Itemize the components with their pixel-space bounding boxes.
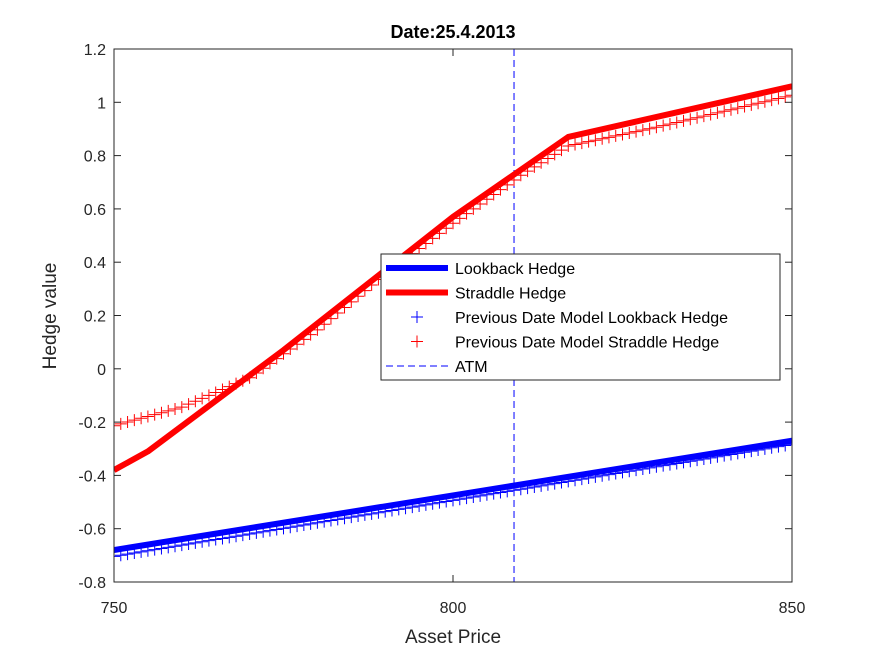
legend-label: Straddle Hedge: [455, 286, 566, 303]
marker-point: [121, 416, 134, 429]
series-line: [114, 437, 792, 553]
marker-point: [616, 128, 629, 141]
marker-point: [670, 116, 683, 129]
marker-point: [114, 550, 120, 563]
marker-point: [182, 398, 195, 411]
marker-point: [643, 122, 656, 135]
y-tick-label: 0.2: [84, 309, 106, 326]
y-tick-label: -0.6: [78, 522, 106, 539]
marker-point: [623, 127, 636, 140]
series-line: [114, 83, 792, 473]
marker-point: [196, 392, 209, 405]
y-tick-label: 0.8: [84, 149, 106, 166]
marker-point: [162, 404, 175, 417]
y-tick-label: -0.4: [78, 468, 106, 485]
marker-point: [114, 419, 120, 432]
y-tick-label: 0: [97, 362, 106, 379]
marker-point: [745, 98, 758, 111]
marker-point: [155, 406, 168, 419]
marker-point: [765, 94, 778, 107]
marker-point: [596, 132, 609, 145]
x-tick-label: 800: [440, 600, 467, 617]
y-axis-label: Hedge value: [40, 263, 61, 370]
marker-point: [602, 131, 615, 144]
marker-point: [752, 97, 765, 110]
marker-point: [589, 134, 602, 147]
marker-point: [169, 402, 182, 415]
marker-point: [141, 410, 154, 423]
y-tick-label: -0.8: [78, 575, 106, 592]
legend-swatch-marker: [411, 311, 423, 323]
marker-point: [209, 386, 222, 399]
marker-point: [189, 395, 202, 408]
marker-point: [575, 137, 588, 150]
marker-point: [135, 412, 148, 425]
tick-layer: 750 800 850 -0.8 -0.6 -0.4 -0.2 0 0.2 0.4 0.6 0.8 1 1…: [78, 42, 805, 617]
marker-point: [582, 135, 595, 148]
legend: Lookback Hedge Straddle Hedge Previous Dat…: [380, 253, 781, 381]
marker-point: [758, 95, 771, 108]
x-axis-label: Asset Price: [405, 627, 501, 648]
marker-point: [711, 106, 724, 119]
marker-point: [175, 401, 188, 414]
marker-point: [738, 100, 751, 113]
legend-box: [380, 253, 781, 381]
marker-point: [786, 89, 792, 102]
legend-label: ATM: [455, 359, 488, 376]
y-tick-label: 1.2: [84, 42, 106, 59]
y-tick-label: 1: [97, 95, 106, 112]
marker-point: [779, 90, 792, 103]
marker-point: [724, 103, 737, 116]
marker-point: [128, 414, 141, 427]
marker-point: [562, 139, 575, 152]
marker-point: [569, 138, 582, 151]
legend-label: Previous Date Model Straddle Hedge: [455, 335, 719, 352]
x-tick-label: 850: [779, 600, 806, 617]
marker-point: [202, 389, 215, 402]
marker-point: [731, 102, 744, 115]
legend-swatch-marker: [411, 335, 423, 348]
marker-point: [609, 129, 622, 142]
marker-point: [148, 408, 161, 421]
marker-point: [630, 125, 643, 138]
x-tick-label: 750: [101, 600, 128, 617]
marker-point: [555, 144, 568, 157]
legend-label: Lookback Hedge: [455, 261, 575, 278]
marker-point: [772, 92, 785, 105]
marker-point: [677, 114, 690, 127]
marker-point: [704, 108, 717, 121]
legend-items: Lookback Hedge Straddle Hedge Previous Dat…: [386, 261, 728, 376]
marker-point: [684, 113, 697, 126]
marker-point: [718, 105, 731, 118]
y-tick-label: 0.4: [84, 255, 106, 272]
marker-point: [691, 111, 704, 124]
legend-label: Previous Date Model Lookback Hedge: [455, 310, 728, 327]
marker-point: [650, 121, 663, 134]
marker-point: [114, 417, 127, 430]
chart-title: Date:25.4.2013: [390, 22, 515, 42]
y-tick-label: -0.2: [78, 415, 106, 432]
marker-point: [657, 119, 670, 132]
marker-point: [663, 118, 676, 131]
marker-point: [697, 110, 710, 123]
marker-point: [636, 124, 649, 137]
y-tick-label: 0.6: [84, 202, 106, 219]
marker-point: [548, 148, 561, 161]
